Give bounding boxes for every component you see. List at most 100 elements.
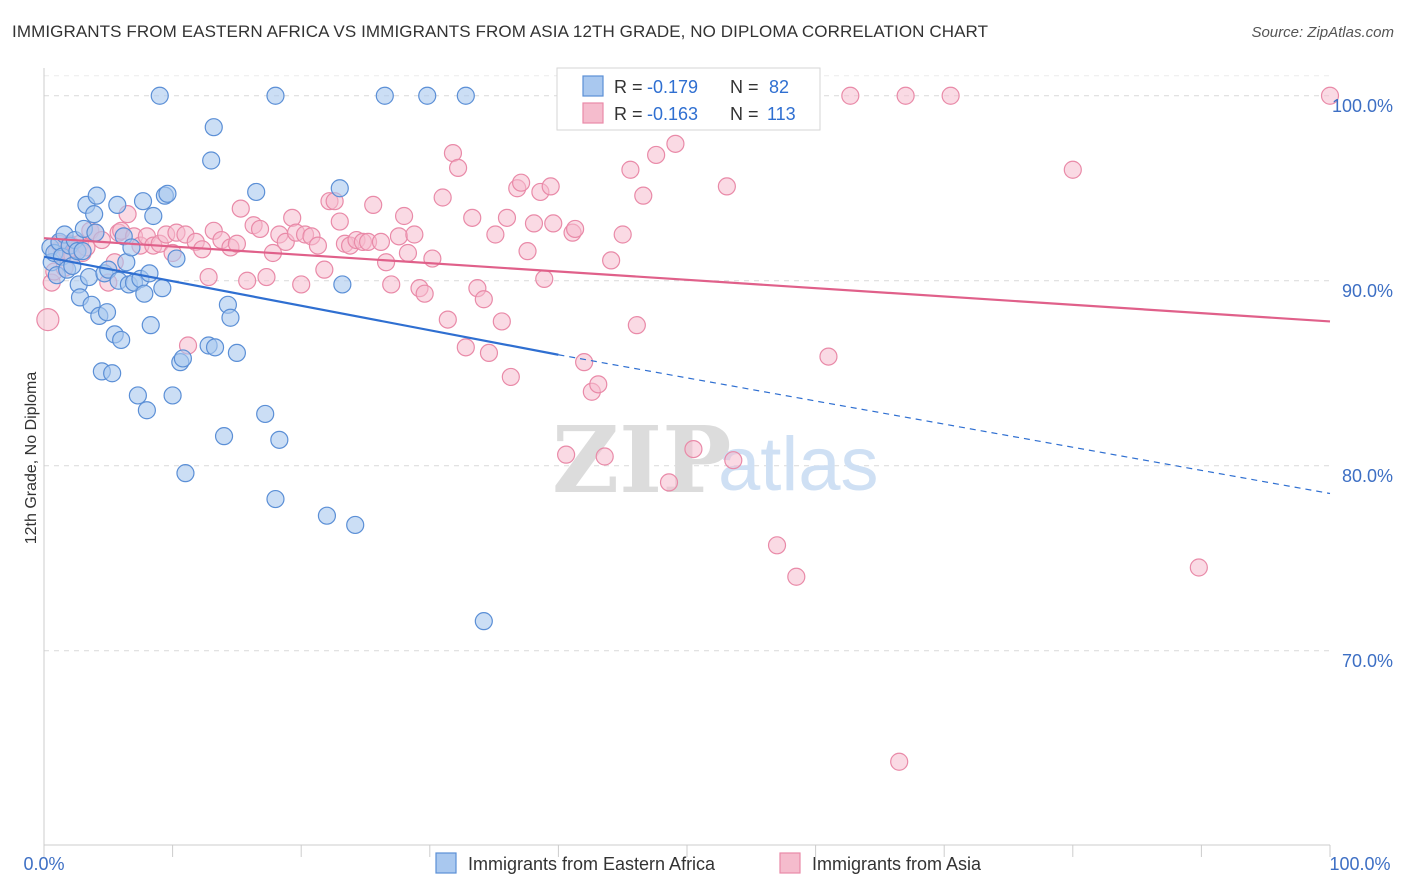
asia-point: [456, 338, 475, 357]
asia-point: [724, 451, 743, 470]
eastern-africa-point: [135, 284, 154, 303]
legend-n-value-2: 113: [767, 104, 796, 124]
asia-point: [474, 290, 493, 309]
x-axis-ticks: [43, 845, 1331, 857]
y-axis-tick-labels: 70.0% 80.0% 90.0% 100.0%: [1332, 96, 1393, 671]
legend-r-label-1: R =: [614, 77, 643, 97]
asia-point: [330, 212, 349, 231]
asia-point: [382, 275, 401, 294]
y-tick-label-90: 90.0%: [1342, 281, 1393, 301]
legend-n-label-2: N =: [730, 104, 759, 124]
asia-point: [438, 310, 457, 329]
bottom-legend-label-asia: Immigrants from Asia: [812, 854, 982, 874]
asia-point: [497, 208, 517, 227]
eastern-africa-point: [128, 386, 147, 405]
eastern-africa-point: [266, 86, 285, 105]
legend-swatch-asia: [582, 102, 604, 124]
eastern-africa-point: [214, 427, 234, 446]
legend-n-label-1: N =: [730, 77, 759, 97]
eastern-africa-point: [141, 316, 160, 335]
watermark-atlas: atlas: [718, 422, 879, 507]
asia-point: [512, 173, 531, 192]
asia-point: [518, 242, 537, 261]
y-tick-label-80: 80.0%: [1342, 466, 1393, 486]
asia-point: [819, 347, 838, 366]
asia-point: [1063, 160, 1082, 179]
asia-point: [308, 236, 328, 255]
asia-point: [659, 473, 679, 492]
asia-point: [492, 312, 511, 331]
asia-point: [433, 188, 452, 207]
eastern-africa-point: [112, 330, 131, 350]
asia-point: [535, 269, 554, 288]
asia-point: [613, 225, 632, 244]
asia-point: [566, 219, 585, 239]
legend-r-value-2: -0.163: [647, 104, 698, 124]
eastern-africa-point: [144, 206, 163, 226]
asia-point: [398, 243, 418, 263]
eastern-africa-point: [456, 86, 475, 105]
eastern-africa-point: [163, 386, 182, 405]
asia-point: [501, 367, 520, 387]
eastern-africa-point: [202, 151, 221, 170]
asia-point: [238, 271, 257, 290]
y-axis-label: 12th Grade, No Diploma: [23, 372, 40, 545]
asia-point: [589, 375, 608, 394]
asia-point: [575, 353, 594, 372]
eastern-africa-point: [221, 308, 240, 327]
asia-point: [841, 86, 860, 105]
asia-point: [666, 134, 685, 153]
eastern-africa-point: [140, 264, 159, 283]
legend-box: R = -0.179 N = 82 R = -0.163 N = 113: [556, 67, 821, 131]
eastern-africa-point: [266, 489, 285, 509]
x-tick-label-max: 100.0%: [1329, 854, 1390, 874]
asia-point: [394, 206, 414, 226]
eastern-africa-point: [333, 275, 352, 294]
eastern-africa-point: [85, 205, 104, 224]
eastern-africa-point: [247, 182, 266, 202]
eastern-africa-point: [227, 343, 246, 362]
asia-point: [1189, 558, 1208, 577]
asia-point: [787, 567, 806, 586]
legend-r-value-1: -0.179: [647, 77, 698, 97]
eastern-africa-trend-line: [43, 255, 559, 356]
eastern-africa-point: [133, 192, 153, 211]
asia-point: [524, 214, 544, 233]
eastern-africa-point: [86, 223, 105, 242]
asia-point: [684, 440, 703, 459]
asia-point: [941, 86, 960, 105]
asia-point: [315, 260, 334, 279]
asia-point: [602, 251, 621, 270]
asia-point: [634, 186, 653, 205]
asia-trend-line: [43, 237, 1331, 323]
asia-point: [292, 275, 311, 294]
bottom-legend-swatch-eastern-africa: [435, 852, 457, 874]
series-asia-points: [36, 86, 1340, 771]
asia-point: [1320, 86, 1340, 105]
eastern-africa-point: [137, 401, 156, 420]
chart-title: IMMIGRANTS FROM EASTERN AFRICA VS IMMIGR…: [12, 22, 989, 41]
asia-point: [621, 160, 640, 179]
asia-point: [647, 145, 666, 165]
asia-point: [595, 447, 614, 466]
eastern-africa-point: [97, 303, 117, 322]
asia-point: [376, 253, 396, 272]
asia-point: [486, 225, 505, 244]
asia-point: [557, 445, 576, 464]
asia-point: [199, 267, 218, 287]
y-tick-label-100: 100.0%: [1332, 96, 1393, 116]
eastern-africa-point: [270, 430, 289, 449]
eastern-africa-point: [150, 86, 169, 105]
eastern-africa-point: [87, 186, 106, 205]
asia-point: [463, 208, 482, 227]
bottom-legend-swatch-asia: [779, 852, 801, 874]
asia-point: [448, 158, 468, 177]
bottom-legend: Immigrants from Eastern Africa Immigrant…: [435, 852, 982, 874]
eastern-africa-point: [375, 86, 394, 105]
eastern-africa-trend-extension: [558, 354, 1331, 495]
eastern-africa-point: [256, 404, 275, 424]
eastern-africa-point: [474, 612, 493, 631]
asia-point: [896, 86, 915, 105]
trend-lines: [43, 237, 1331, 495]
